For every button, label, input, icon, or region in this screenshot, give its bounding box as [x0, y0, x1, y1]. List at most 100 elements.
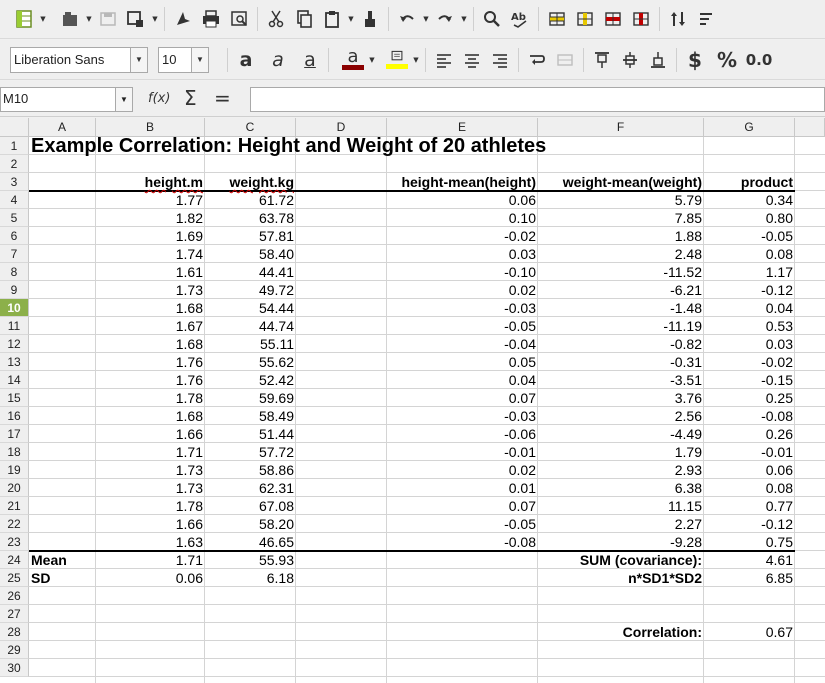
cell-weight[interactable]: 61.72	[258, 192, 294, 208]
cell-height-deviation[interactable]: 0.07	[508, 498, 536, 514]
row-header-28[interactable]: 28	[0, 623, 29, 641]
cell-weight[interactable]: 46.65	[258, 534, 294, 550]
cell-height-deviation[interactable]: 0.01	[508, 480, 536, 496]
cell-product[interactable]: 0.34	[765, 192, 793, 208]
percent-icon[interactable]: %	[716, 47, 738, 72]
bold-icon[interactable]: a	[239, 48, 253, 71]
row-header-11[interactable]: 11	[0, 317, 29, 335]
cell-weight-deviation[interactable]: 2.27	[674, 516, 702, 532]
row-header-10[interactable]: 10	[0, 299, 29, 317]
cell-weight[interactable]: 52.42	[258, 372, 294, 388]
row-header-4[interactable]: 4	[0, 191, 29, 209]
align-left-icon[interactable]	[430, 46, 458, 74]
nsd-label[interactable]: n*SD1*SD2	[628, 570, 702, 586]
cell-product[interactable]: 0.80	[765, 210, 793, 226]
cell-weight-deviation[interactable]: -4.49	[670, 426, 702, 442]
cell-product[interactable]: -0.12	[761, 282, 793, 298]
column-header-g[interactable]: G	[704, 118, 795, 137]
row-header-18[interactable]: 18	[0, 443, 29, 461]
row-header-3[interactable]: 3	[0, 173, 29, 191]
cell-height[interactable]: 1.76	[175, 354, 203, 370]
cell-weight[interactable]: 44.74	[258, 318, 294, 334]
cell-height-deviation[interactable]: -0.04	[504, 336, 536, 352]
row-header-1[interactable]: 1	[0, 137, 29, 155]
cell-height[interactable]: 1.78	[175, 390, 203, 406]
cell-height[interactable]: 1.71	[175, 444, 203, 460]
cell-product[interactable]: -0.15	[761, 372, 793, 388]
cell-height[interactable]: 1.66	[175, 426, 203, 442]
cell-height-deviation[interactable]: 0.06	[508, 192, 536, 208]
row-header-13[interactable]: 13	[0, 353, 29, 371]
cell-height-deviation[interactable]: -0.10	[504, 264, 536, 280]
row-header-17[interactable]: 17	[0, 425, 29, 443]
mean-label[interactable]: Mean	[31, 552, 67, 568]
copy-icon[interactable]	[290, 5, 318, 33]
cell-weight-deviation[interactable]: -0.31	[670, 354, 702, 370]
sheet-title[interactable]: Example Correlation: Height and Weight o…	[31, 135, 547, 157]
font-size-box[interactable]: 10 ▼	[158, 46, 209, 73]
sd-height[interactable]: 0.06	[175, 570, 203, 586]
paste-dropdown-icon[interactable]: ▼	[348, 15, 354, 23]
row-header-21[interactable]: 21	[0, 497, 29, 515]
export-dropdown-icon[interactable]: ▼	[152, 15, 158, 23]
cell-weight[interactable]: 67.08	[258, 498, 294, 514]
clone-formatting-icon[interactable]	[356, 5, 384, 33]
print-preview-icon[interactable]	[225, 5, 253, 33]
font-name-dropdown-icon[interactable]: ▼	[130, 47, 147, 72]
header-product[interactable]: product	[740, 174, 793, 190]
cell-weight-deviation[interactable]: 6.38	[674, 480, 702, 496]
row-header-22[interactable]: 22	[0, 515, 29, 533]
row-header-19[interactable]: 19	[0, 461, 29, 479]
cell-height-deviation[interactable]: 0.05	[508, 354, 536, 370]
row-header-9[interactable]: 9	[0, 281, 29, 299]
cell-weight-deviation[interactable]: 11.15	[668, 498, 702, 514]
cell-height-deviation[interactable]: -0.08	[504, 534, 536, 550]
paste-icon[interactable]	[318, 5, 346, 33]
cell-height[interactable]: 1.68	[175, 300, 203, 316]
column-header-a[interactable]: A	[29, 118, 96, 137]
correlation-value[interactable]: 0.67	[765, 624, 793, 640]
cell-height[interactable]: 1.74	[175, 246, 203, 262]
cell-weight-deviation[interactable]: -3.51	[670, 372, 702, 388]
column-header-f[interactable]: F	[538, 118, 704, 137]
delete-row-icon[interactable]	[599, 5, 627, 33]
row-header-29[interactable]: 29	[0, 641, 29, 659]
column-header-b[interactable]: B	[96, 118, 205, 137]
undo-icon[interactable]	[393, 5, 421, 33]
row-header-26[interactable]: 26	[0, 587, 29, 605]
cell-product[interactable]: 0.06	[765, 462, 793, 478]
column-icon[interactable]	[571, 5, 599, 33]
cell-weight[interactable]: 51.44	[258, 426, 294, 442]
cell-weight-deviation[interactable]: -11.52	[663, 264, 702, 280]
align-middle-icon[interactable]	[616, 46, 644, 74]
cell-height-deviation[interactable]: 0.02	[508, 462, 536, 478]
new-dropdown-icon[interactable]: ▼	[40, 15, 46, 23]
function-wizard-icon[interactable]: f(x)	[148, 91, 171, 106]
cell-product[interactable]: -0.05	[761, 228, 793, 244]
cell-height[interactable]: 1.67	[175, 318, 203, 334]
name-box[interactable]: M10 ▼	[0, 87, 133, 112]
cell-weight-deviation[interactable]: -6.21	[670, 282, 702, 298]
cell-product[interactable]: -0.01	[761, 444, 793, 460]
nsd-value[interactable]: 6.85	[765, 570, 793, 586]
redo-dropdown-icon[interactable]: ▼	[461, 15, 467, 23]
cell-height-deviation[interactable]: -0.02	[504, 228, 536, 244]
header-height[interactable]: height.m	[96, 173, 205, 191]
header-height-deviation[interactable]: height-mean(height)	[401, 174, 536, 190]
wrap-text-icon[interactable]	[523, 46, 551, 74]
select-all-corner[interactable]	[0, 118, 29, 137]
row-header-25[interactable]: 25	[0, 569, 29, 587]
redo-icon[interactable]	[431, 5, 459, 33]
font-color-dropdown-icon[interactable]: ▼	[369, 55, 375, 64]
row-header-16[interactable]: 16	[0, 407, 29, 425]
cell-height[interactable]: 1.61	[175, 264, 203, 280]
cell-height[interactable]: 1.69	[175, 228, 203, 244]
font-color-icon[interactable]: a	[339, 46, 367, 74]
cell-weight-deviation[interactable]: 5.79	[674, 192, 702, 208]
column-header-h[interactable]	[795, 118, 825, 137]
cell-weight[interactable]: 44.41	[258, 264, 294, 280]
cell-height-deviation[interactable]: -0.03	[504, 300, 536, 316]
cell-height-deviation[interactable]: 0.03	[508, 246, 536, 262]
cell-product[interactable]: 0.25	[765, 390, 793, 406]
